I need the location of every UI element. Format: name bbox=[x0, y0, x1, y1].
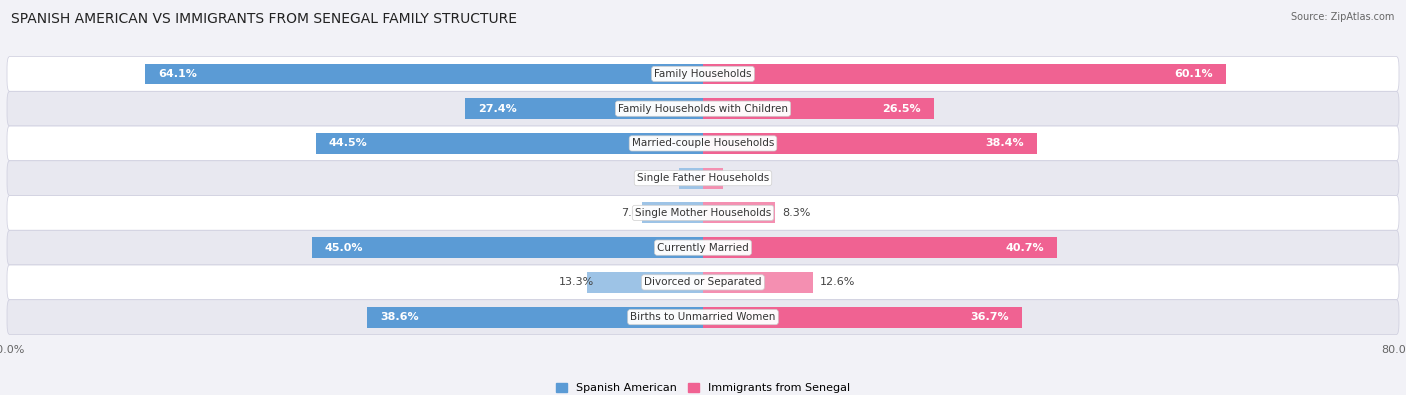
Bar bbox=[703, 168, 723, 188]
Text: 2.8%: 2.8% bbox=[657, 173, 686, 183]
Text: 44.5%: 44.5% bbox=[329, 138, 367, 149]
FancyBboxPatch shape bbox=[7, 56, 1399, 91]
Text: Family Households with Children: Family Households with Children bbox=[619, 103, 787, 114]
Bar bbox=[145, 64, 703, 85]
FancyBboxPatch shape bbox=[7, 300, 1399, 335]
Bar bbox=[679, 168, 703, 188]
Text: Single Mother Households: Single Mother Households bbox=[636, 208, 770, 218]
Bar bbox=[367, 307, 703, 327]
Bar bbox=[643, 203, 703, 223]
Bar bbox=[316, 133, 703, 154]
Text: 26.5%: 26.5% bbox=[882, 103, 921, 114]
Text: 45.0%: 45.0% bbox=[325, 243, 363, 253]
Bar bbox=[703, 237, 1057, 258]
Bar bbox=[703, 307, 1022, 327]
FancyBboxPatch shape bbox=[7, 196, 1399, 230]
Text: 40.7%: 40.7% bbox=[1005, 243, 1045, 253]
FancyBboxPatch shape bbox=[7, 265, 1399, 300]
Bar bbox=[703, 98, 934, 119]
Bar bbox=[312, 237, 703, 258]
FancyBboxPatch shape bbox=[7, 230, 1399, 265]
Text: Married-couple Households: Married-couple Households bbox=[631, 138, 775, 149]
Text: 13.3%: 13.3% bbox=[560, 277, 595, 288]
Text: Divorced or Separated: Divorced or Separated bbox=[644, 277, 762, 288]
Bar bbox=[464, 98, 703, 119]
Text: 2.3%: 2.3% bbox=[730, 173, 758, 183]
Text: Currently Married: Currently Married bbox=[657, 243, 749, 253]
Text: SPANISH AMERICAN VS IMMIGRANTS FROM SENEGAL FAMILY STRUCTURE: SPANISH AMERICAN VS IMMIGRANTS FROM SENE… bbox=[11, 12, 517, 26]
Text: 60.1%: 60.1% bbox=[1174, 69, 1213, 79]
Bar bbox=[703, 272, 813, 293]
Bar bbox=[703, 133, 1038, 154]
Text: Single Father Households: Single Father Households bbox=[637, 173, 769, 183]
FancyBboxPatch shape bbox=[7, 91, 1399, 126]
Text: 64.1%: 64.1% bbox=[159, 69, 197, 79]
Bar bbox=[703, 203, 775, 223]
FancyBboxPatch shape bbox=[7, 161, 1399, 196]
Text: Source: ZipAtlas.com: Source: ZipAtlas.com bbox=[1291, 12, 1395, 22]
Text: 7.0%: 7.0% bbox=[620, 208, 650, 218]
Text: 27.4%: 27.4% bbox=[478, 103, 516, 114]
Text: Births to Unmarried Women: Births to Unmarried Women bbox=[630, 312, 776, 322]
Bar bbox=[588, 272, 703, 293]
Text: 8.3%: 8.3% bbox=[782, 208, 810, 218]
Text: Family Households: Family Households bbox=[654, 69, 752, 79]
Legend: Spanish American, Immigrants from Senegal: Spanish American, Immigrants from Senega… bbox=[551, 378, 855, 395]
FancyBboxPatch shape bbox=[7, 126, 1399, 161]
Text: 12.6%: 12.6% bbox=[820, 277, 855, 288]
Text: 36.7%: 36.7% bbox=[970, 312, 1010, 322]
Text: 38.4%: 38.4% bbox=[986, 138, 1024, 149]
Text: 38.6%: 38.6% bbox=[380, 312, 419, 322]
Bar bbox=[703, 64, 1226, 85]
